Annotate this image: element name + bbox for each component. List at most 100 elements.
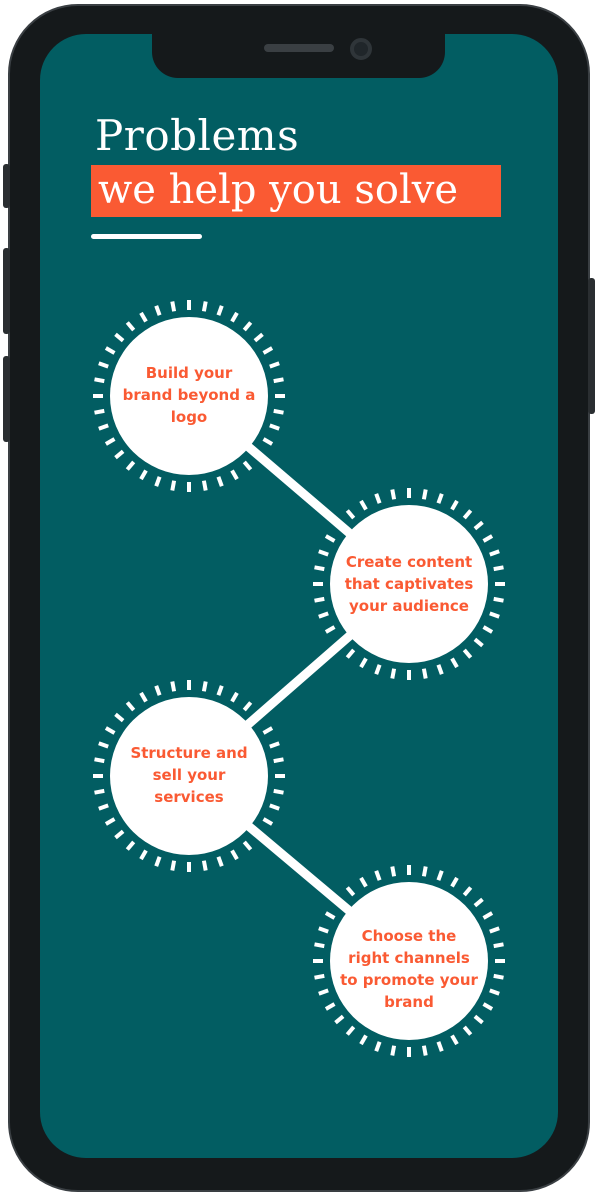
- sunburst-tick: [493, 942, 504, 949]
- sunburst-tick: [216, 685, 224, 696]
- sunburst-tick: [154, 476, 162, 487]
- sunburst-tick: [125, 840, 136, 851]
- sunburst-tick: [489, 611, 500, 619]
- page-title: Problems: [95, 111, 300, 160]
- sunburst-tick: [374, 664, 382, 675]
- sunburst-tick: [104, 437, 116, 446]
- speaker-grille: [264, 44, 334, 52]
- sunburst-tick: [318, 549, 329, 557]
- sunburst-tick: [359, 657, 368, 669]
- page-subtitle: we help you solve: [98, 167, 458, 213]
- sunburst-tick: [269, 741, 280, 749]
- sunburst-tick: [345, 648, 356, 659]
- phone-notch: [152, 34, 445, 78]
- step-label-3: Structure and sell your services: [130, 744, 248, 806]
- sunburst-tick: [262, 817, 274, 826]
- sunburst-tick: [436, 1041, 444, 1052]
- sunburst-tick: [390, 866, 397, 877]
- step-label-4: Choose the right channels to promote you…: [340, 927, 478, 1011]
- sunburst-tick: [462, 648, 473, 659]
- sunburst-tick: [359, 1034, 368, 1046]
- step-badge-2: [313, 488, 505, 680]
- silent-switch: [3, 164, 10, 208]
- volume-down-button: [3, 356, 10, 442]
- sunburst-tick: [262, 437, 274, 446]
- sunburst-tick: [94, 408, 105, 415]
- sunburst-tick: [262, 726, 274, 735]
- sunburst-tick: [230, 469, 239, 481]
- sunburst-tick: [125, 321, 136, 332]
- sunburst-tick: [253, 332, 264, 343]
- sunburst-tick: [216, 305, 224, 316]
- sunburst-tick: [269, 361, 280, 369]
- sunburst-tick: [473, 1014, 484, 1025]
- sunburst-tick: [390, 1045, 397, 1056]
- sunburst-tick: [390, 668, 397, 679]
- sunburst-tick: [473, 637, 484, 648]
- sunburst-tick: [334, 1014, 345, 1025]
- sunburst-tick: [324, 911, 336, 920]
- sunburst-tick: [253, 712, 264, 723]
- sunburst-tick: [450, 876, 459, 888]
- sunburst-tick: [489, 549, 500, 557]
- step-circle: [110, 317, 268, 475]
- sunburst-tick: [230, 849, 239, 861]
- sunburst-tick: [253, 449, 264, 460]
- sunburst-tick: [273, 788, 284, 795]
- sunburst-tick: [318, 611, 329, 619]
- sunburst-tick: [242, 321, 253, 332]
- sunburst-tick: [170, 301, 177, 312]
- sunburst-tick: [201, 301, 208, 312]
- sunburst-tick: [324, 534, 336, 543]
- sunburst-tick: [473, 897, 484, 908]
- sunburst-tick: [230, 691, 239, 703]
- sunburst-tick: [201, 681, 208, 692]
- title-underline: [91, 234, 202, 239]
- sunburst-tick: [482, 625, 494, 634]
- sunburst-tick: [269, 803, 280, 811]
- sunburst-tick: [473, 520, 484, 531]
- sunburst-tick: [489, 926, 500, 934]
- sunburst-tick: [436, 664, 444, 675]
- sunburst-tick: [242, 701, 253, 712]
- sunburst-tick: [98, 361, 109, 369]
- sunburst-tick: [324, 625, 336, 634]
- sunburst-tick: [139, 691, 148, 703]
- sunburst-tick: [314, 942, 325, 949]
- step-connectors: [186, 392, 412, 965]
- step-badge-3: [93, 680, 285, 872]
- sunburst-tick: [450, 1034, 459, 1046]
- sunburst-tick: [374, 1041, 382, 1052]
- sunburst-tick: [390, 489, 397, 500]
- sunburst-tick: [318, 926, 329, 934]
- sunburst-tick: [114, 332, 125, 343]
- step-label-1: Build your brand beyond a logo: [122, 364, 256, 426]
- sunburst-tick: [104, 726, 116, 735]
- sunburst-tick: [269, 423, 280, 431]
- sunburst-tick: [493, 973, 504, 980]
- sunburst-tick: [482, 911, 494, 920]
- sunburst-tick: [170, 860, 177, 871]
- sunburst-tick: [314, 565, 325, 572]
- sunburst-tick: [98, 741, 109, 749]
- sunburst-tick: [114, 449, 125, 460]
- sunburst-tick: [154, 685, 162, 696]
- sunburst-tick: [359, 499, 368, 511]
- sunburst-tick: [262, 346, 274, 355]
- sunburst-tick: [139, 469, 148, 481]
- sunburst-tick: [104, 817, 116, 826]
- sunburst-tick: [314, 596, 325, 603]
- sunburst-tick: [139, 311, 148, 323]
- sunburst-tick: [334, 520, 345, 531]
- step-circle: [110, 697, 268, 855]
- sunburst-tick: [493, 596, 504, 603]
- power-button: [588, 278, 595, 414]
- sunburst-tick: [201, 860, 208, 871]
- sunburst-tick: [273, 408, 284, 415]
- step-label-2: Create content that captivates your audi…: [344, 553, 474, 615]
- sunburst-tick: [242, 460, 253, 471]
- sunburst-tick: [125, 460, 136, 471]
- sunburst-tick: [450, 657, 459, 669]
- sunburst-tick: [374, 870, 382, 881]
